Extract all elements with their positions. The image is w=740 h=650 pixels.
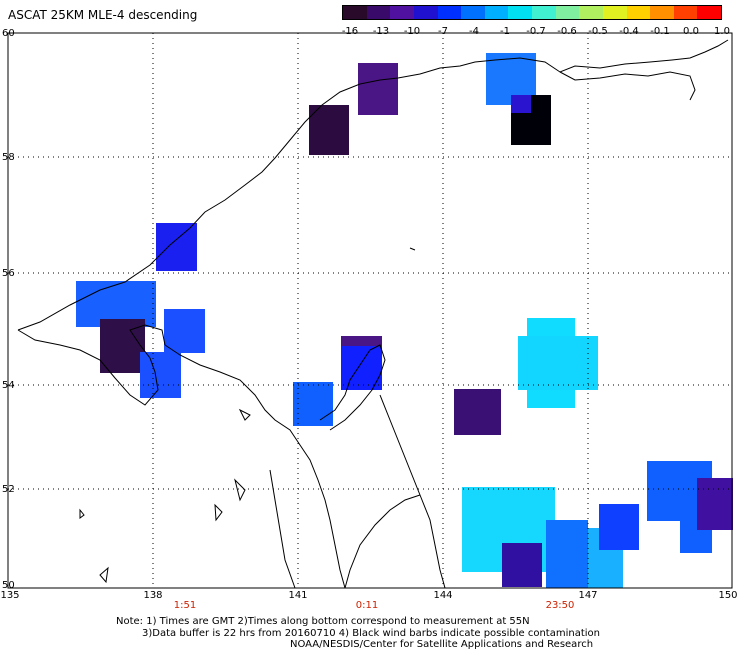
lat-label: 60: [2, 28, 15, 39]
colorbar-tick-label: 0.0: [683, 26, 699, 37]
time-label: 23:50: [545, 600, 575, 611]
swath-block: [358, 63, 398, 115]
colorbar-segment: [697, 6, 721, 19]
colorbar-segment: [484, 6, 509, 19]
swath-block: [309, 105, 349, 155]
graticule: [8, 33, 732, 588]
swath-block: [341, 336, 382, 346]
note-line-1: Note: 1) Times are GMT 2)Times along bot…: [116, 616, 530, 627]
lon-label: 150: [718, 590, 738, 601]
lat-label: 58: [2, 152, 15, 163]
lon-label: 138: [143, 590, 163, 601]
colorbar-tick-label: -0.7: [526, 26, 546, 37]
swath-blocks: [76, 53, 733, 588]
time-label: 0:11: [355, 600, 379, 611]
colorbar-tick-label: -0.1: [650, 26, 670, 37]
colorbar-tick-label: -0.4: [619, 26, 639, 37]
colorbar-segment: [413, 6, 438, 19]
colorbar-segment: [508, 6, 532, 19]
note-line-3: NOAA/NESDIS/Center for Satellite Applica…: [290, 639, 594, 650]
swath-block: [156, 223, 197, 271]
colorbar: [342, 5, 722, 20]
swath-block: [164, 309, 205, 353]
colorbar-segment: [626, 6, 651, 19]
colorbar-tick-label: -4: [469, 26, 479, 37]
colorbar-tick-label: -0.6: [557, 26, 577, 37]
colorbar-segment: [366, 6, 391, 19]
map-frame: [7, 32, 733, 589]
colorbar-tick-label: -7: [438, 26, 448, 37]
map-title: ASCAT 25KM MLE-4 descending: [8, 8, 198, 22]
colorbar-segment: [390, 6, 414, 19]
colorbar-segment: [555, 6, 580, 19]
lat-label: 56: [2, 268, 15, 279]
lat-label: 52: [2, 484, 15, 495]
colorbar-tick-label: -1: [500, 26, 510, 37]
swath-block: [546, 520, 588, 588]
colorbar-segment: [602, 6, 627, 19]
colorbar-tick-label: -0.5: [588, 26, 608, 37]
lon-label: 147: [578, 590, 598, 601]
lat-label: 50: [2, 580, 15, 591]
colorbar-tick-label: -16: [341, 26, 359, 37]
lon-label: 141: [288, 590, 308, 601]
colorbar-segment: [579, 6, 603, 19]
swath-block: [341, 346, 382, 390]
colorbar-segment: [650, 6, 674, 19]
swath-block: [511, 95, 531, 113]
colorbar-tick-label: -10: [403, 26, 421, 37]
lon-label: 135: [0, 590, 20, 601]
colorbar-labels: -16 -13 -10 -7 -4 -1 -0.7 -0.6 -0.5 -0.4 -0.1 0.0 1.…: [332, 26, 732, 38]
colorbar-segment: [461, 6, 485, 19]
colorbar-tick-label: 1.0: [714, 26, 730, 37]
colorbar-tick-label: -13: [372, 26, 390, 37]
swath-block: [454, 389, 501, 435]
coastline: [17, 39, 729, 589]
lat-label: 54: [2, 380, 15, 391]
swath-block: [140, 352, 181, 398]
note-line-2: 3)Data buffer is 22 hrs from 20160710 4)…: [142, 628, 600, 639]
colorbar-segment: [532, 6, 556, 19]
swath-block: [518, 336, 598, 390]
time-label: 1:51: [173, 600, 197, 611]
swath-block: [502, 543, 542, 587]
colorbar-segment: [343, 6, 367, 19]
swath-block: [697, 478, 733, 530]
lon-label: 144: [433, 590, 453, 601]
colorbar-segment: [437, 6, 462, 19]
colorbar-segment: [673, 6, 698, 19]
swath-block: [599, 504, 639, 550]
swath-block: [293, 382, 333, 426]
